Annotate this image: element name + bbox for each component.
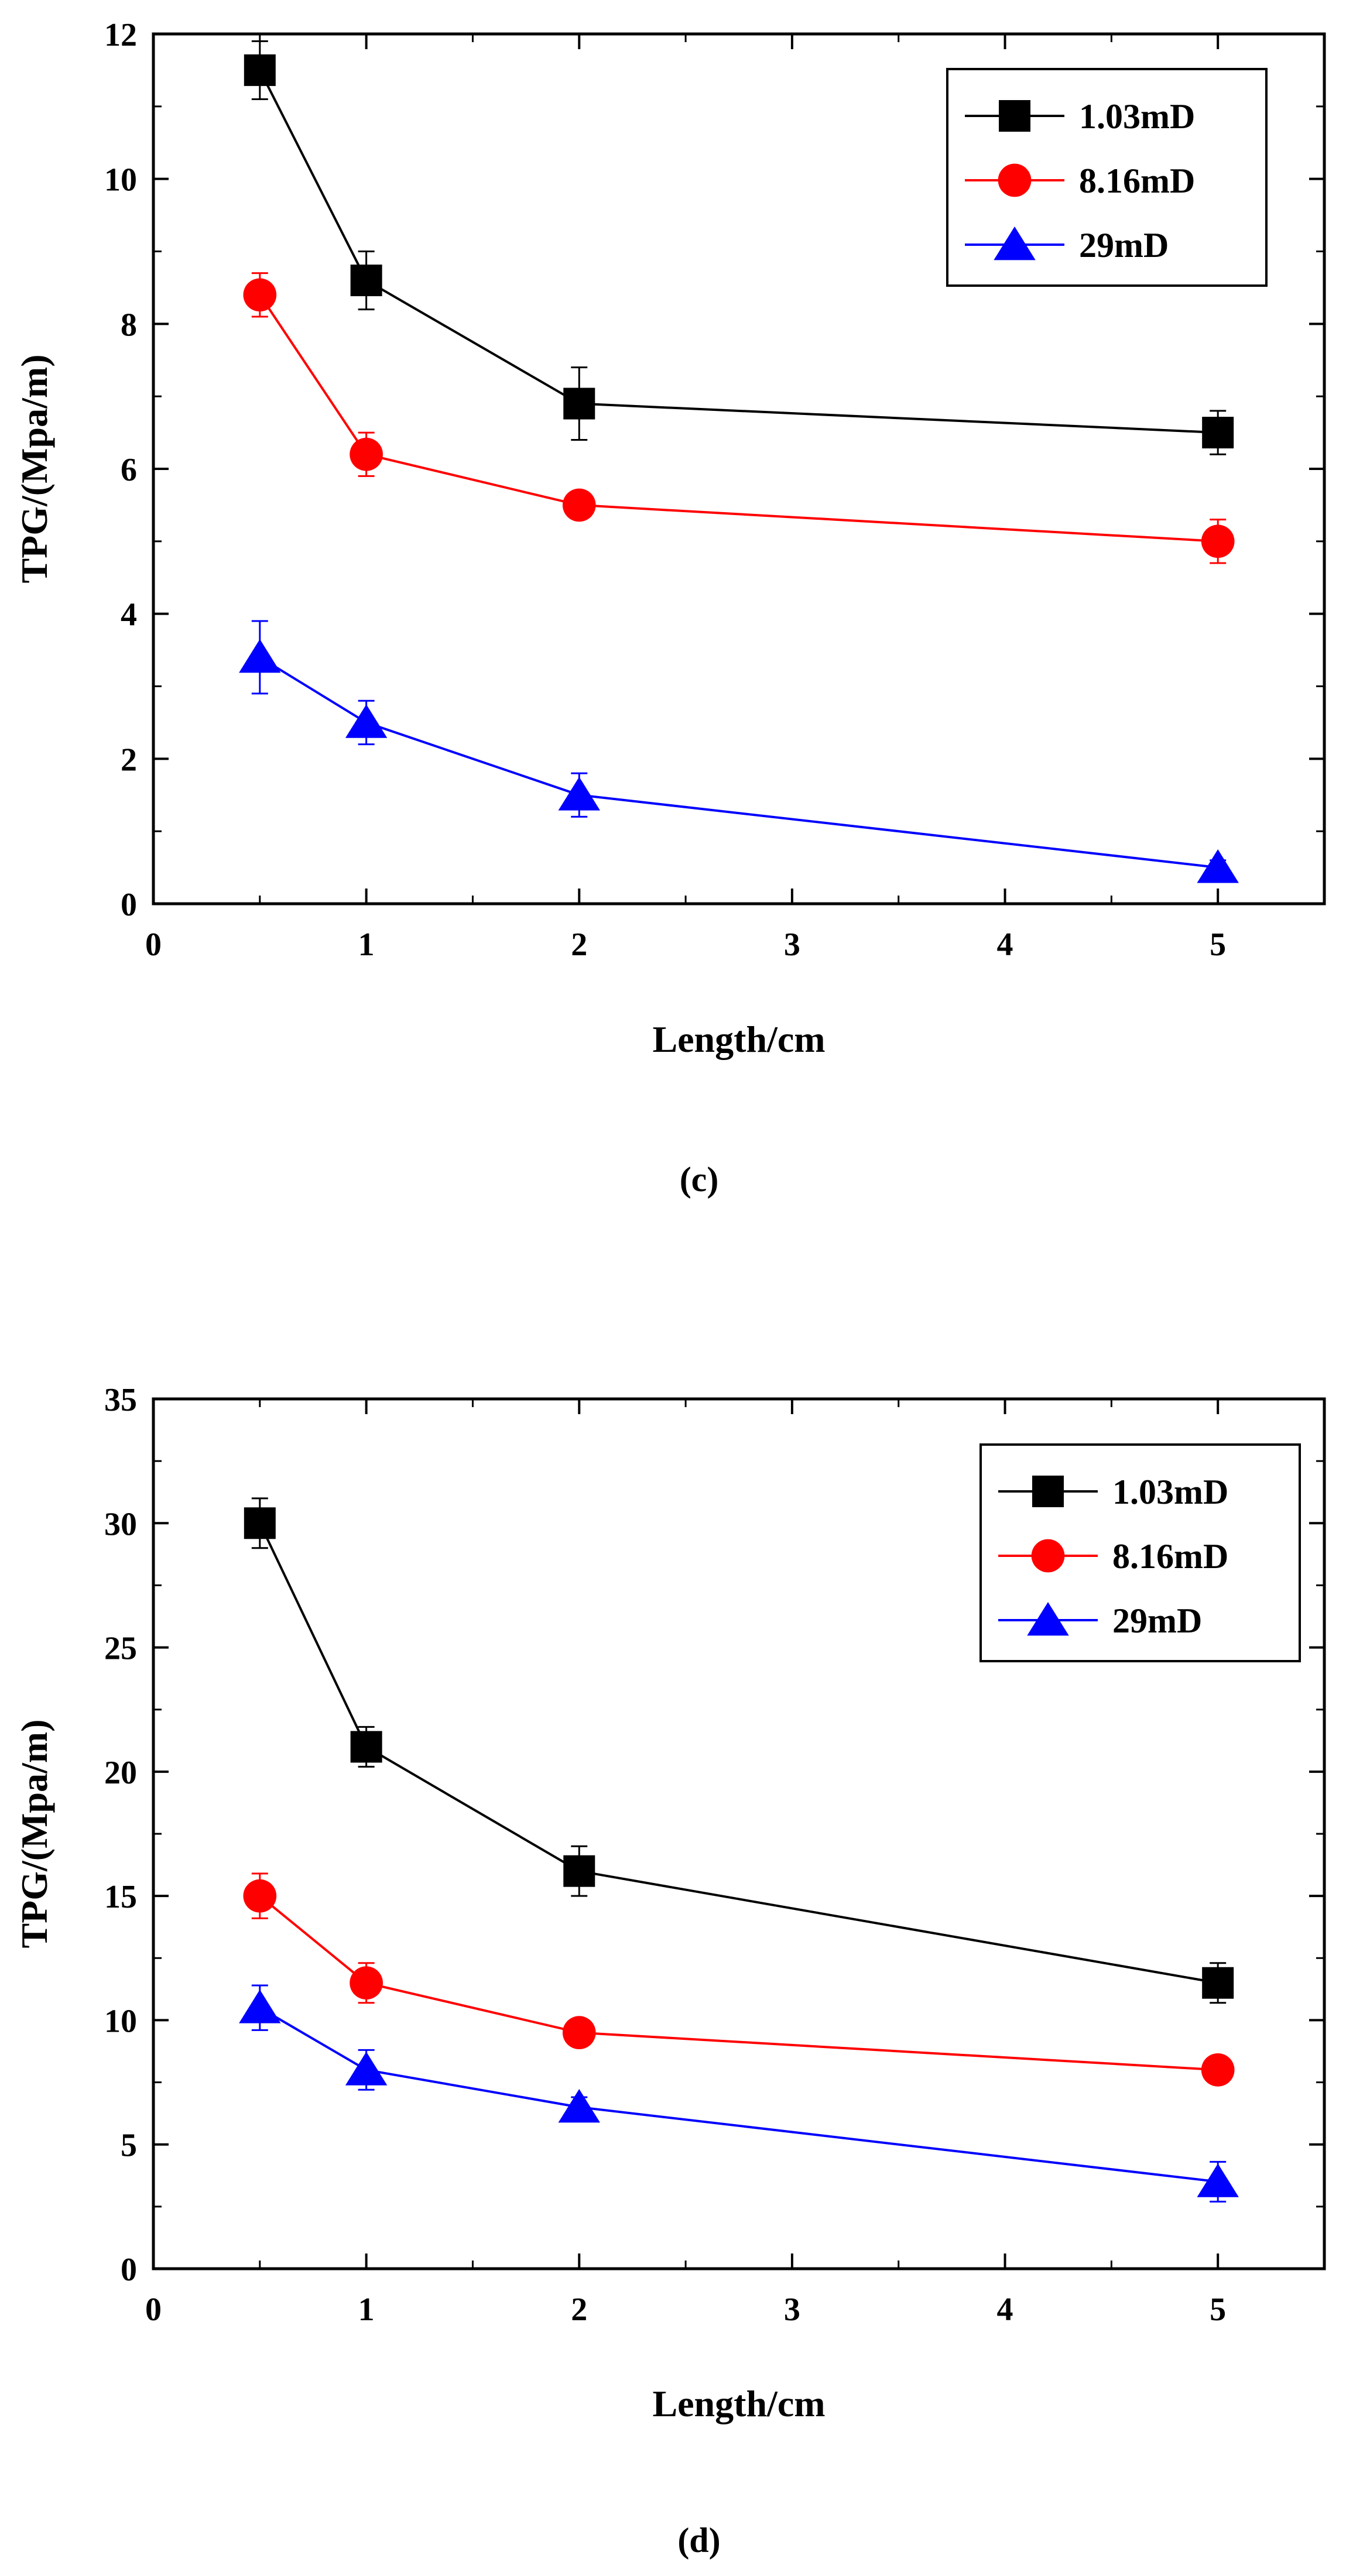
series-square: [244, 40, 1234, 455]
data-point-circle: [243, 1879, 277, 1913]
y-tick-label: 2: [121, 742, 137, 778]
x-tick-label: 3: [784, 2292, 800, 2328]
legend-marker-square: [1032, 1476, 1064, 1507]
data-point-circle: [243, 278, 277, 312]
data-point-triangle: [345, 704, 388, 738]
x-axis-title: Length/cm: [652, 2383, 825, 2424]
legend-label: 8.16mD: [1079, 162, 1195, 200]
y-axis-title: TPG/(Mpa/m): [13, 1719, 55, 1948]
legend: 1.03mD 8.16mD 29mD: [979, 1443, 1301, 1662]
series-circle: [243, 1872, 1235, 2087]
x-tick-label: 2: [571, 2292, 587, 2328]
data-point-circle: [350, 1966, 383, 2000]
data-point-square: [350, 265, 382, 297]
x-tick-label: 1: [358, 927, 375, 963]
y-tick-label: 8: [121, 307, 137, 343]
y-tick-label: 35: [104, 1382, 137, 1418]
data-point-triangle: [558, 777, 600, 811]
series-triangle: [239, 620, 1239, 883]
y-tick-label: 0: [121, 2252, 137, 2288]
legend-label: 1.03mD: [1079, 97, 1195, 136]
data-point-square: [244, 1507, 276, 1539]
legend-label: 29mD: [1079, 226, 1169, 265]
x-axis-title: Length/cm: [652, 1018, 825, 1060]
data-point-triangle: [1197, 849, 1239, 883]
series-line: [259, 70, 1218, 434]
y-tick-label: 10: [104, 162, 137, 198]
series-line: [259, 656, 1218, 869]
data-point-triangle: [1197, 2163, 1239, 2197]
data-point-circle: [562, 2016, 596, 2050]
data-point-triangle: [239, 1990, 281, 2023]
series-circle: [243, 272, 1235, 564]
data-point-circle: [562, 488, 596, 522]
data-point-circle: [1201, 524, 1235, 558]
data-point-triangle: [345, 2052, 388, 2086]
x-tick-label: 1: [358, 2292, 375, 2328]
legend-label: 8.16mD: [1112, 1537, 1228, 1576]
x-tick-label: 4: [997, 927, 1013, 963]
x-tick-label: 5: [1210, 2292, 1226, 2328]
data-point-square: [1202, 1967, 1234, 1999]
x-tick-label: 5: [1210, 927, 1226, 963]
y-tick-label: 20: [104, 1755, 137, 1791]
data-point-triangle: [558, 2088, 600, 2123]
legend-label: 1.03mD: [1112, 1473, 1228, 1511]
x-tick-label: 0: [145, 927, 162, 963]
data-point-square: [563, 387, 595, 420]
chart-0: 0 1 2 3 4 5024681012Length/cmTPG/(Mpa/m)(c)1.…: [13, 17, 1326, 1199]
series-line: [259, 1895, 1218, 2071]
chart-1: 0 1 2 3 4 5 0 5 10 15 20 25 30 35 Length/cm TPG/(Mpa/m)…: [13, 1382, 1326, 2560]
x-tick-label: 3: [784, 927, 800, 963]
series-line: [259, 1522, 1218, 1984]
legend-marker-triangle: [1027, 1601, 1069, 1636]
data-point-square: [350, 1731, 382, 1763]
figure-caption: (d): [677, 2521, 720, 2560]
y-tick-label: 25: [104, 1631, 137, 1667]
legend-marker-triangle: [994, 226, 1036, 260]
data-point-square: [563, 1855, 595, 1887]
data-point-square: [244, 54, 276, 86]
series-square: [244, 1497, 1234, 2004]
legend-marker-square: [999, 100, 1030, 132]
data-point-square: [1202, 417, 1234, 449]
x-tick-label: 0: [145, 2292, 162, 2328]
y-tick-label: 12: [104, 17, 137, 53]
y-tick-label: 0: [121, 887, 137, 923]
data-point-circle: [1201, 2053, 1235, 2087]
y-tick-label: 15: [104, 1879, 137, 1915]
y-tick-label: 5: [121, 2128, 137, 2164]
series-line: [259, 2006, 1218, 2183]
legend: 1.03mD 8.16mD 29mD: [946, 68, 1268, 287]
y-tick-label: 4: [121, 597, 137, 633]
y-tick-label: 30: [104, 1506, 137, 1542]
legend-label: 29mD: [1112, 1601, 1202, 1640]
data-point-triangle: [239, 639, 281, 673]
legend-marker-circle: [998, 163, 1032, 197]
x-tick-label: 4: [997, 2292, 1013, 2328]
data-point-circle: [350, 437, 383, 471]
y-tick-label: 6: [121, 452, 137, 488]
figure-caption: (c): [680, 1160, 719, 1199]
legend-marker-circle: [1031, 1539, 1065, 1573]
y-axis-title: TPG/(Mpa/m): [13, 354, 55, 583]
y-tick-label: 10: [104, 2003, 137, 2039]
series-triangle: [239, 1984, 1239, 2203]
series-line: [259, 294, 1218, 543]
x-tick-label: 2: [571, 927, 587, 963]
